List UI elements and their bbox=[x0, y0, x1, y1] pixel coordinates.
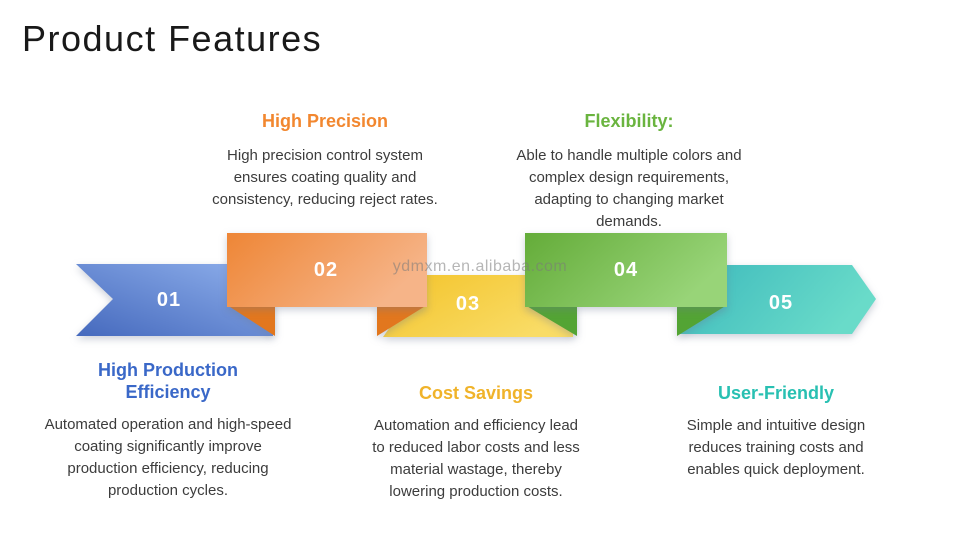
step-05-number: 05 bbox=[769, 292, 793, 314]
ribbon-banner-04 bbox=[525, 233, 727, 307]
section-cost-savings: Cost Savings Automation and efficiency l… bbox=[336, 382, 616, 503]
section-heading: Flexibility: bbox=[584, 111, 674, 131]
ribbon-band-01 bbox=[76, 264, 273, 336]
section-flexibility: Flexibility: Able to handle multiple col… bbox=[489, 110, 769, 233]
section-high-precision: High Precision High precision control sy… bbox=[185, 110, 465, 211]
step-04-number: 04 bbox=[614, 259, 638, 281]
section-heading: High Production Efficiency bbox=[98, 360, 238, 402]
fold-orange-left bbox=[227, 305, 275, 336]
section-heading: Cost Savings bbox=[418, 383, 534, 403]
section-user-friendly: User-Friendly Simple and intuitive desig… bbox=[636, 382, 916, 481]
fold-orange-right bbox=[377, 305, 427, 336]
section-body: Automation and efficiency lead to reduce… bbox=[372, 417, 580, 500]
section-body: High precision control system ensures co… bbox=[212, 147, 438, 208]
fold-green-right bbox=[677, 305, 727, 336]
page-title: Product Features bbox=[22, 18, 323, 59]
section-body: Simple and intuitive design reduces trai… bbox=[686, 417, 866, 478]
watermark: ydmxm.en.alibaba.com bbox=[392, 258, 568, 275]
step-01-number: 01 bbox=[157, 289, 181, 311]
ribbon-band-05-arrow bbox=[679, 265, 876, 334]
ribbon-banner-02 bbox=[227, 233, 427, 307]
section-body: Able to handle multiple colors and compl… bbox=[516, 147, 742, 230]
step-02-number: 02 bbox=[314, 259, 338, 281]
fold-green-left bbox=[525, 305, 577, 336]
step-03-number: 03 bbox=[456, 293, 480, 315]
section-high-production-efficiency: High Production Efficiency Automated ope… bbox=[28, 359, 308, 502]
section-heading: High Precision bbox=[261, 111, 389, 131]
section-heading: User-Friendly bbox=[717, 383, 835, 403]
section-body: Automated operation and high-speed coati… bbox=[44, 416, 292, 499]
